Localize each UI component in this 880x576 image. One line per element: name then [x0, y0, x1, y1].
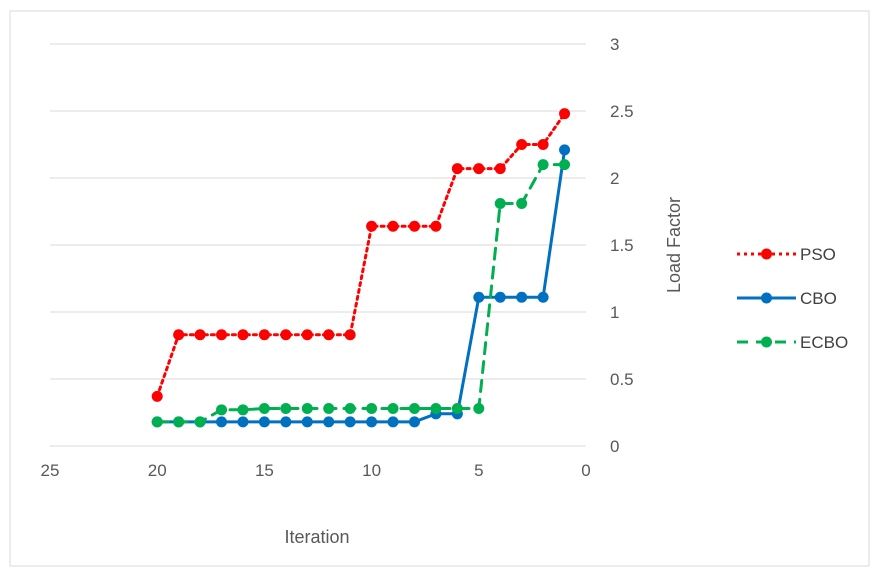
data-point [258, 329, 270, 341]
data-point [323, 416, 335, 428]
data-point [494, 291, 506, 303]
data-point [216, 329, 228, 341]
data-point [408, 416, 420, 428]
chart-border [9, 10, 870, 567]
data-point [537, 139, 549, 150]
legend-label: CBO [800, 289, 837, 308]
data-point [516, 197, 528, 209]
data-point [559, 159, 571, 171]
data-point [494, 163, 506, 175]
x-tick-label: 0 [581, 461, 590, 480]
data-point [301, 416, 313, 428]
data-point [323, 329, 335, 341]
legend-marker [761, 248, 772, 260]
legend: PSO CBO ECBO [737, 245, 848, 352]
legend-item-pso: PSO [737, 245, 836, 264]
data-point [216, 416, 228, 428]
data-point [280, 402, 292, 414]
y-tick-label: 2 [610, 169, 619, 188]
x-tick-label: 25 [41, 461, 60, 480]
y-tick-label: 0.5 [610, 370, 634, 389]
data-point [473, 402, 485, 414]
legend-item-ecbo: ECBO [737, 333, 848, 352]
data-point [366, 402, 378, 414]
data-point [366, 416, 378, 428]
data-point [559, 144, 571, 156]
data-point [516, 139, 528, 150]
y-tick-label: 3 [610, 35, 619, 54]
x-tick-label: 10 [362, 461, 381, 480]
data-point [473, 163, 485, 175]
data-point [473, 291, 485, 303]
y-tick-label: 2.5 [610, 102, 634, 121]
x-tick-label: 15 [255, 461, 274, 480]
series-layer [151, 108, 571, 428]
data-point [408, 220, 420, 232]
data-point [387, 402, 399, 414]
data-point [451, 402, 463, 414]
data-point [387, 416, 399, 428]
data-point [237, 416, 249, 428]
x-tick-label: 20 [148, 461, 167, 480]
data-point [366, 220, 378, 232]
data-point [451, 163, 463, 175]
series-pso [151, 108, 571, 402]
legend-marker [761, 336, 772, 348]
legend-label: ECBO [800, 333, 848, 352]
data-point [559, 108, 571, 120]
data-point [430, 220, 442, 232]
y-tick-label: 1.5 [610, 236, 634, 255]
data-point [537, 159, 549, 171]
y-tick-label: 1 [610, 303, 619, 322]
data-point [258, 402, 270, 414]
data-point [301, 402, 313, 414]
series-ecbo [151, 159, 571, 428]
data-point [430, 402, 442, 414]
x-tick-label: 5 [474, 461, 483, 480]
data-point [151, 416, 163, 428]
data-point [194, 416, 206, 428]
data-point [344, 402, 356, 414]
data-point [537, 291, 549, 303]
data-point [216, 404, 228, 416]
legend-label: PSO [800, 245, 836, 264]
data-point [173, 329, 185, 341]
data-point [387, 220, 399, 232]
data-point [344, 416, 356, 428]
data-point [237, 329, 249, 341]
x-tick-labels: 25 20 15 10 5 0 [41, 461, 591, 480]
data-point [301, 329, 313, 341]
data-point [280, 329, 292, 341]
data-point [408, 402, 420, 414]
legend-marker [761, 292, 772, 304]
data-point [258, 416, 270, 428]
data-point [494, 197, 506, 209]
data-point [516, 291, 528, 303]
y-tick-label: 0 [610, 437, 619, 456]
data-point [237, 404, 249, 416]
data-point [173, 416, 185, 428]
x-axis-title: Iteration [284, 527, 349, 547]
data-point [344, 329, 356, 341]
legend-item-cbo: CBO [737, 289, 837, 308]
gridlines [50, 43, 586, 447]
data-point [323, 402, 335, 414]
data-point [151, 390, 163, 402]
data-point [194, 329, 206, 341]
series-line-ecbo [155, 163, 567, 424]
data-point [280, 416, 292, 428]
y-axis-title: Load Factor [664, 197, 684, 293]
y-tick-labels: 0 0.5 1 1.5 2 2.5 3 [610, 35, 634, 456]
